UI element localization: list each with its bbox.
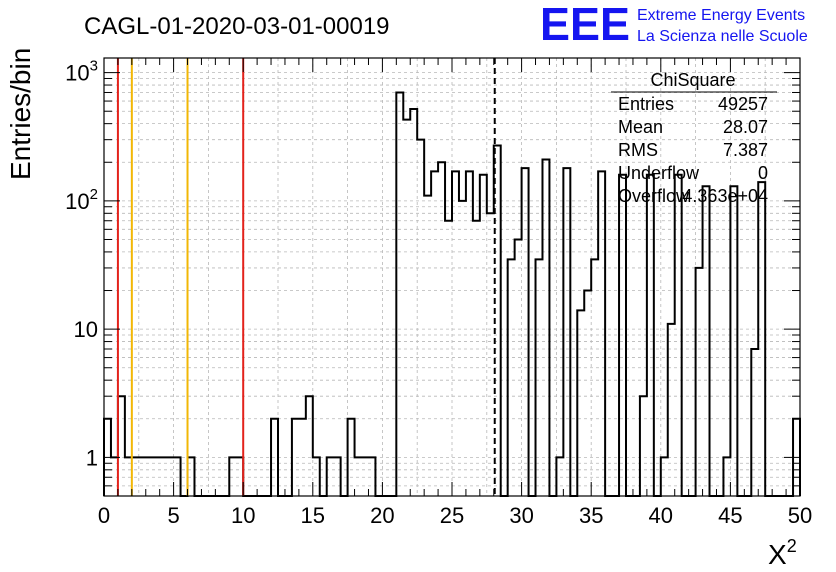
y-tick-label-sup: 3 bbox=[90, 58, 98, 75]
logo-line1: Extreme Energy Events bbox=[637, 7, 805, 24]
stats-box-name: ChiSquare bbox=[650, 70, 735, 90]
y-tick-label: 1 bbox=[86, 445, 98, 470]
x-tick-labels: 0 5 10 15 20 25 30 35 40 45 50 bbox=[98, 503, 812, 528]
x-tick-label: 30 bbox=[509, 503, 533, 528]
x-tick-label: 10 bbox=[231, 503, 255, 528]
chart-title: CAGL-01-2020-03-01-00019 bbox=[84, 13, 390, 40]
x-axis-title-main: X bbox=[768, 539, 787, 570]
stats-overflow-value: 4.363e+04 bbox=[682, 186, 768, 206]
y-axis-title: Entries/bin bbox=[5, 48, 36, 180]
stats-rms-value: 7.387 bbox=[723, 140, 768, 160]
y-tick-label-base: 10 bbox=[74, 317, 98, 342]
stats-mean-value: 28.07 bbox=[723, 117, 768, 137]
eee-logo: EEE Extreme Energy Events La Scienza nel… bbox=[540, 0, 808, 50]
y-tick-label-sup: 2 bbox=[90, 186, 98, 203]
y-tick-label-base: 1 bbox=[86, 445, 98, 470]
y-tick-label: 102 bbox=[65, 186, 98, 214]
x-axis-title: X2 bbox=[768, 536, 797, 570]
marker-lines bbox=[116, 58, 496, 496]
axis-ticks bbox=[103, 58, 801, 496]
x-tick-label: 5 bbox=[167, 503, 179, 528]
stats-box: ChiSquare Entries 49257 Mean 28.07 RMS 7… bbox=[611, 70, 777, 206]
stats-mean-label: Mean bbox=[618, 117, 663, 137]
x-tick-label: 25 bbox=[440, 503, 464, 528]
x-tick-label: 0 bbox=[98, 503, 110, 528]
logo-mark: EEE bbox=[540, 0, 630, 50]
x-tick-label: 20 bbox=[370, 503, 394, 528]
y-tick-label: 10 bbox=[74, 317, 98, 342]
x-axis-title-sup: 2 bbox=[787, 536, 797, 556]
stats-underflow-label: Underflow bbox=[618, 163, 700, 183]
logo-line2: La Scienza nelle Scuole bbox=[637, 28, 808, 45]
stats-entries-value: 49257 bbox=[718, 94, 768, 114]
grid-lines bbox=[104, 58, 800, 496]
stats-overflow-label: Overflow bbox=[618, 186, 690, 206]
x-tick-label: 40 bbox=[649, 503, 673, 528]
stats-entries-label: Entries bbox=[618, 94, 674, 114]
x-tick-label: 35 bbox=[579, 503, 603, 528]
y-tick-label: 103 bbox=[65, 58, 98, 86]
y-tick-label-base: 10 bbox=[65, 189, 89, 214]
y-tick-label-base: 10 bbox=[65, 61, 89, 86]
x-tick-label: 15 bbox=[301, 503, 325, 528]
stats-underflow-value: 0 bbox=[758, 163, 768, 183]
x-tick-label: 45 bbox=[718, 503, 742, 528]
stats-rms-label: RMS bbox=[618, 140, 658, 160]
x-tick-label: 50 bbox=[788, 503, 812, 528]
